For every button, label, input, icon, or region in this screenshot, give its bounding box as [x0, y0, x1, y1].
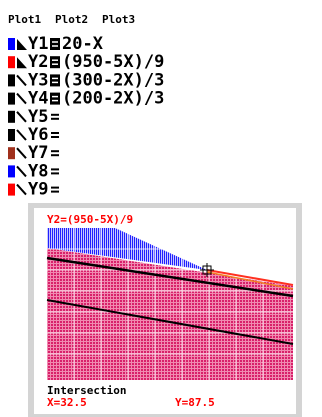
- equals-box: [50, 38, 60, 50]
- function-name: Y3: [28, 70, 48, 90]
- expression: (950-5X)/9: [62, 52, 164, 72]
- color-swatch: [8, 74, 15, 86]
- color-swatch: [8, 56, 15, 68]
- function-name: Y4: [28, 89, 48, 109]
- function-name: Y5: [28, 107, 48, 127]
- color-swatch: [8, 147, 15, 159]
- calculator-screen: Plot1 Plot2 Plot3 Y1 20-X Y2 (950-5X)/9 Y3 (300…: [0, 0, 322, 417]
- function-name: Y6: [28, 125, 48, 145]
- x-readout: X=32.5: [47, 396, 87, 409]
- function-name: Y1: [28, 34, 48, 54]
- plot-row: Plot1 Plot2 Plot3: [8, 13, 135, 26]
- function-name: Y7: [28, 143, 48, 163]
- color-swatch: [8, 165, 15, 177]
- equals-box: [50, 56, 60, 68]
- plot-label: Plot2: [55, 13, 88, 26]
- expression: (200-2X)/3: [62, 89, 164, 109]
- color-swatch: [8, 38, 15, 50]
- color-swatch: [8, 111, 15, 123]
- expression: 20-X: [62, 34, 104, 54]
- equals-box: [50, 93, 60, 105]
- equals-box: [50, 74, 60, 86]
- graph-title: Y2=(950-5X)/9: [47, 213, 133, 226]
- function-name: Y8: [28, 161, 48, 181]
- plot-label: Plot3: [102, 13, 135, 26]
- plot-label: Plot1: [8, 13, 41, 26]
- graph-screen: Y2=(950-5X)/9 Intersection X=32.5 Y=87.5: [28, 203, 302, 417]
- expression: (300-2X)/3: [62, 70, 164, 90]
- color-swatch: [8, 184, 15, 196]
- y-readout: Y=87.5: [175, 396, 215, 409]
- color-swatch: [8, 129, 15, 141]
- function-name: Y9: [28, 180, 48, 200]
- color-swatch: [8, 93, 15, 105]
- function-name: Y2: [28, 52, 48, 72]
